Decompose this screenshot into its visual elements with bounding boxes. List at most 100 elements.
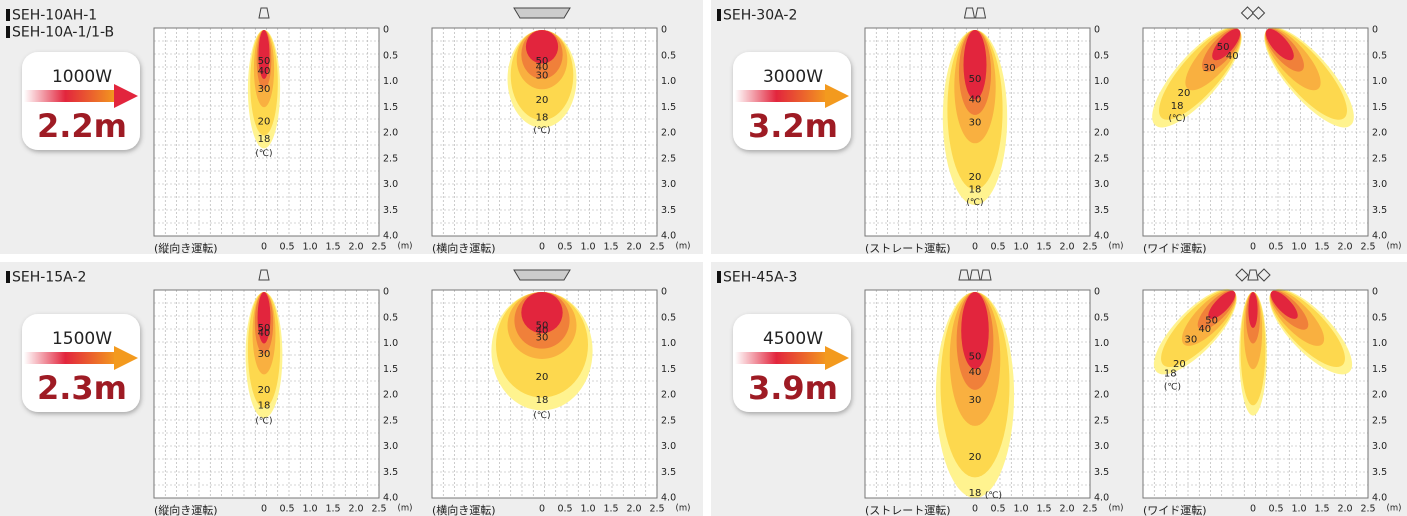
y-tick-label: 1.0 [1094,338,1109,349]
model-marker [717,271,721,283]
y-tick-label: 4.0 [383,231,398,242]
x-tick-label: 1.5 [1036,242,1051,253]
y-tick-label: 3.5 [1372,467,1387,478]
x-tick-label: 0.5 [990,504,1005,515]
y-tick-label: 1.0 [1094,76,1109,87]
contour-label: 18 [969,185,982,196]
heat-diagram-page: SEH-10AH-1SEH-10A-1/1-B1000W2.2m50403020… [0,0,1407,516]
model-marker [6,9,10,21]
x-unit: (m) [1387,242,1402,252]
x-tick-label: 0 [539,242,545,253]
y-tick-label: 3.5 [383,205,398,216]
y-tick-label: 4.0 [661,231,676,242]
mode-label: (横向き運転) [432,503,496,516]
x-tick-label: 0 [1250,242,1256,253]
x-tick-label: 2.5 [649,504,664,515]
x-tick-label: 2.0 [348,242,363,253]
y-tick-label: 1.0 [1372,338,1387,349]
badge-arrow [735,352,827,364]
y-tick-label: 1.5 [383,364,398,375]
x-unit: (m) [676,242,691,252]
mode-label: (縦向き運転) [154,503,218,516]
contour-label: 30 [536,70,549,81]
y-tick-label: 1.5 [1094,102,1109,113]
badge-arrow [24,90,116,102]
y-tick-label: 1.0 [661,338,676,349]
contour-label: 30 [1203,63,1216,74]
y-tick-label: 1.0 [383,338,398,349]
y-tick-label: 4.0 [661,493,676,504]
x-tick-label: 1.5 [1314,242,1329,253]
x-tick-label: 2.5 [1360,504,1375,515]
x-tick-label: 1.5 [603,504,618,515]
x-tick-label: 0.5 [1268,504,1283,515]
x-tick-label: 2.0 [626,504,641,515]
model-marker [6,26,10,38]
y-tick-label: 3.0 [1372,441,1387,452]
badge-arrow [24,352,116,364]
y-tick-label: 2.5 [1094,415,1109,426]
y-tick-label: 0 [661,287,667,298]
y-tick-label: 3.0 [1094,441,1109,452]
contour-label: 40 [969,367,982,378]
y-tick-label: 0.5 [383,312,398,323]
x-tick-label: 2.5 [649,242,664,253]
y-tick-label: 3.5 [1094,205,1109,216]
heater-icon [259,8,269,18]
contour-label: 30 [1185,334,1198,345]
contour-label: 40 [258,328,271,339]
y-tick-label: 0.5 [1094,312,1109,323]
contour-label: 18 [258,134,271,145]
y-tick-label: 2.5 [1372,153,1387,164]
y-tick-label: 0 [1372,287,1378,298]
model-name: SEH-10A-1/1-B [12,25,114,41]
heat-zone [964,30,987,100]
x-tick-label: 2.0 [626,242,641,253]
x-tick-label: 0.5 [990,242,1005,253]
x-tick-label: 0 [539,504,545,515]
y-tick-label: 0.5 [1372,312,1387,323]
heater-icon [959,270,969,280]
mode-label: (ストレート運転) [865,242,951,255]
y-tick-label: 4.0 [1094,493,1109,504]
x-tick-label: 0 [1250,504,1256,515]
x-tick-label: 0.5 [279,242,294,253]
y-tick-label: 3.0 [1372,179,1387,190]
heat-zone [1248,292,1257,328]
heater-icon [259,270,269,280]
x-unit: (m) [676,504,691,514]
mode-label: (ストレート運転) [865,504,951,516]
model-marker [6,271,10,283]
contour-label: 20 [536,372,549,383]
model-name: SEH-10AH-1 [12,8,97,24]
x-tick-label: 0 [261,504,267,515]
y-tick-label: 2.5 [1372,415,1387,426]
y-tick-label: 0.5 [383,50,398,61]
heater-icon [981,270,991,280]
y-tick-label: 3.0 [383,179,398,190]
x-tick-label: 0 [972,504,978,515]
y-tick-label: 0 [1094,25,1100,36]
badge-arrow [735,90,827,102]
temp-unit: (℃) [1169,114,1186,124]
contour-label: 30 [969,395,982,406]
y-tick-label: 2.5 [661,415,676,426]
y-tick-label: 3.0 [383,441,398,452]
x-tick-label: 0.5 [557,242,572,253]
contour-label: 20 [536,95,549,106]
contour-label: 18 [258,400,271,411]
y-tick-label: 3.0 [661,441,676,452]
y-tick-label: 2.0 [383,390,398,401]
contour-label: 30 [258,84,271,95]
contour-label: 18 [1171,101,1184,112]
y-tick-label: 0.5 [1094,50,1109,61]
y-tick-label: 1.0 [661,76,676,87]
contour-label: 18 [536,113,549,124]
x-tick-label: 1.0 [580,242,595,253]
badge-power: 1500W [52,329,112,349]
x-tick-label: 1.0 [302,504,317,515]
y-tick-label: 1.5 [661,364,676,375]
x-tick-label: 1.5 [1036,504,1051,515]
x-tick-label: 2.0 [1059,504,1074,515]
contour-label: 20 [1178,88,1191,99]
